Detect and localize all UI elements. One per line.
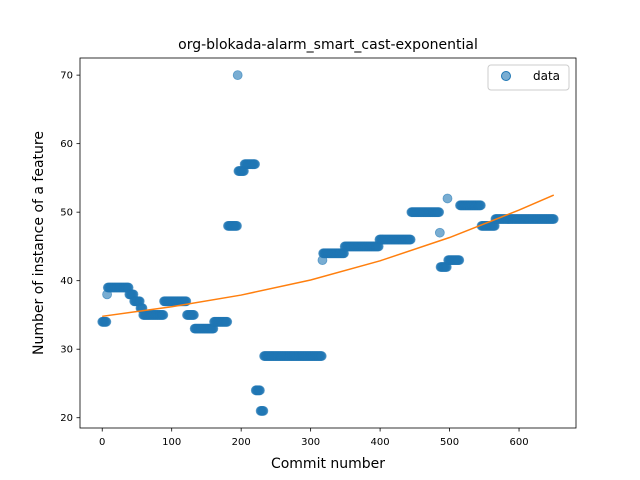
x-axis-ticks: 0 100 200 300 400 500 600 bbox=[99, 428, 529, 448]
data-point bbox=[434, 227, 445, 238]
legend-label-data: data bbox=[533, 69, 560, 83]
data-point bbox=[232, 220, 242, 231]
y-tick-label: 70 bbox=[60, 71, 73, 82]
legend: data bbox=[487, 64, 570, 91]
x-tick-label: 100 bbox=[162, 437, 181, 448]
data-point bbox=[434, 207, 445, 218]
data-point bbox=[548, 214, 559, 224]
data-point bbox=[475, 200, 486, 211]
y-axis-label: Number of instance of a feature bbox=[31, 131, 47, 355]
data-point bbox=[454, 255, 465, 266]
y-tick-label: 30 bbox=[60, 345, 73, 356]
data-point bbox=[442, 193, 453, 204]
data-points bbox=[97, 70, 559, 416]
x-tick-label: 200 bbox=[232, 437, 251, 448]
data-point bbox=[189, 310, 199, 320]
fit-curve bbox=[102, 194, 555, 318]
x-tick-label: 0 bbox=[99, 437, 105, 448]
data-point bbox=[222, 316, 233, 327]
chart-title: org-blokada-alarm_smart_cast-exponential bbox=[178, 37, 478, 53]
y-tick-label: 40 bbox=[60, 276, 73, 287]
y-tick-label: 50 bbox=[60, 208, 73, 219]
legend-marker-data bbox=[501, 71, 511, 81]
x-tick-label: 300 bbox=[301, 437, 320, 448]
data-point bbox=[405, 234, 416, 245]
x-tick-label: 400 bbox=[371, 437, 390, 448]
data-point bbox=[101, 316, 112, 327]
legend-box bbox=[487, 64, 570, 91]
x-tick-label: 500 bbox=[440, 437, 459, 448]
data-point bbox=[255, 385, 265, 396]
data-point bbox=[316, 351, 327, 361]
data-point bbox=[258, 405, 269, 416]
data-point bbox=[232, 70, 243, 81]
x-tick-label: 600 bbox=[509, 437, 528, 448]
y-tick-label: 60 bbox=[60, 139, 73, 150]
x-axis-label: Commit number bbox=[271, 456, 385, 472]
plot-frame bbox=[79, 57, 577, 429]
data-point bbox=[250, 159, 260, 170]
data-point bbox=[158, 310, 169, 320]
y-tick-label: 20 bbox=[60, 413, 73, 424]
y-axis-ticks: 20 30 40 50 60 70 bbox=[60, 71, 80, 424]
